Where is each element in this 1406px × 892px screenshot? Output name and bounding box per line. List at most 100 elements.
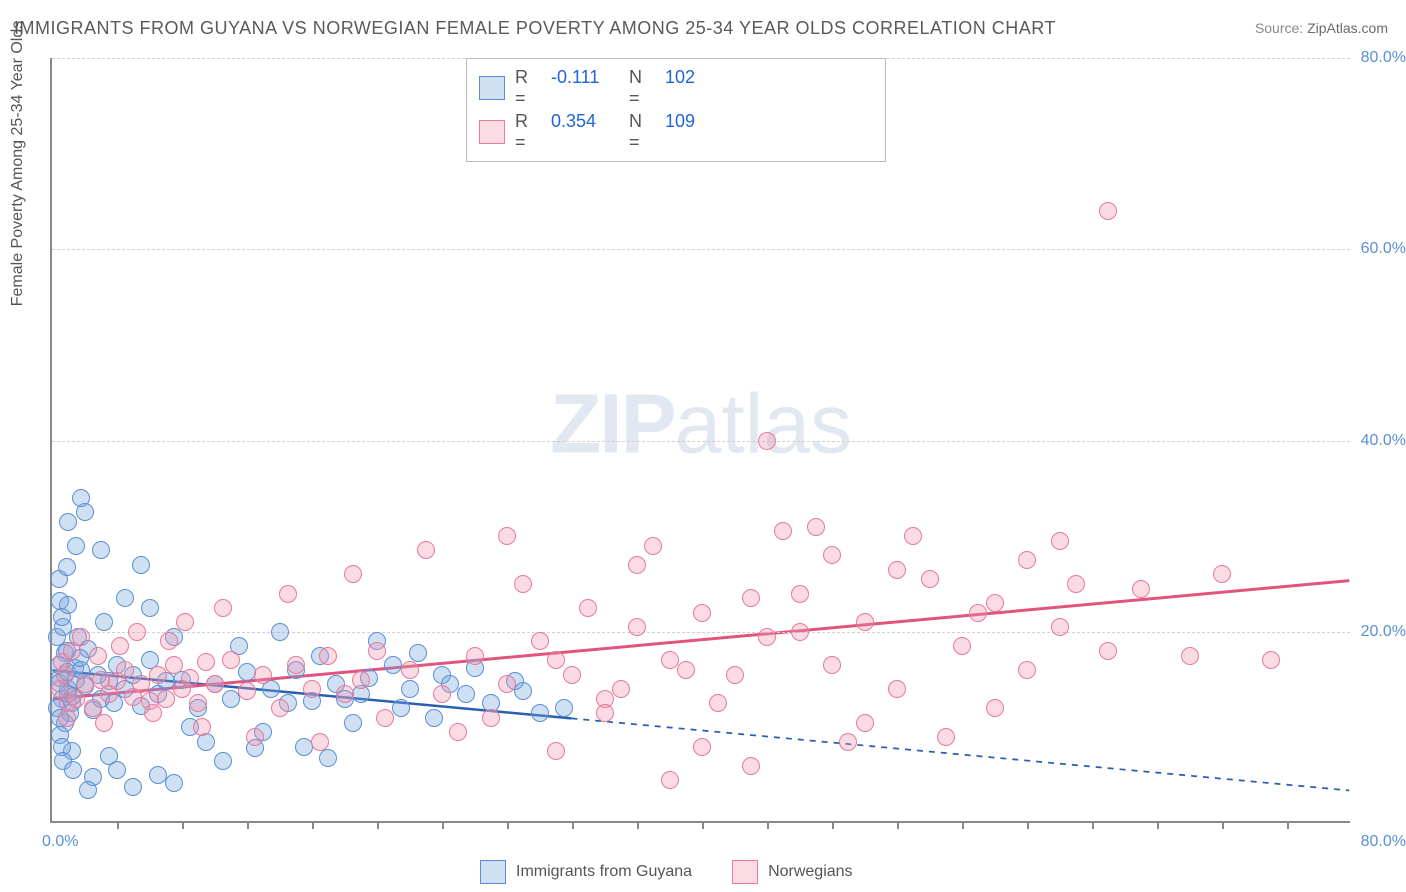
data-point xyxy=(132,556,150,574)
data-point xyxy=(823,546,841,564)
x-tick xyxy=(1157,821,1159,829)
data-point xyxy=(311,733,329,751)
data-point xyxy=(791,585,809,603)
data-point xyxy=(856,613,874,631)
r-stat-0: R =-0.111 xyxy=(515,67,619,109)
data-point xyxy=(1018,551,1036,569)
data-point xyxy=(514,575,532,593)
data-point xyxy=(336,685,354,703)
data-point xyxy=(401,661,419,679)
data-point xyxy=(547,651,565,669)
data-point xyxy=(64,761,82,779)
plot-area: ZIPatlas 0.0% 80.0% 20.0%40.0%60.0%80.0% xyxy=(50,58,1350,823)
data-point xyxy=(124,778,142,796)
data-point xyxy=(89,647,107,665)
x-tick xyxy=(572,821,574,829)
data-point xyxy=(1099,202,1117,220)
data-point xyxy=(514,682,532,700)
data-point xyxy=(726,666,744,684)
data-point xyxy=(111,637,129,655)
x-tick xyxy=(117,821,119,829)
source-link[interactable]: ZipAtlas.com xyxy=(1307,20,1388,36)
data-point xyxy=(392,699,410,717)
x-tick-min: 0.0% xyxy=(42,833,78,851)
data-point xyxy=(116,589,134,607)
x-tick xyxy=(637,821,639,829)
y-axis-label: Female Poverty Among 25-34 Year Olds xyxy=(9,21,27,307)
x-tick xyxy=(312,821,314,829)
x-tick-max: 80.0% xyxy=(1361,833,1406,851)
n-stat-0: N =102 xyxy=(629,67,733,109)
x-tick xyxy=(442,821,444,829)
data-point xyxy=(72,628,90,646)
data-point xyxy=(921,570,939,588)
data-point xyxy=(222,651,240,669)
data-point xyxy=(904,527,922,545)
r-stat-1: R =0.354 xyxy=(515,111,619,153)
legend-item-1: Norwegians xyxy=(732,860,852,884)
y-tick-label: 20.0% xyxy=(1361,623,1406,641)
data-point xyxy=(661,771,679,789)
data-point xyxy=(986,594,1004,612)
data-point xyxy=(1099,642,1117,660)
data-point xyxy=(376,709,394,727)
data-point xyxy=(693,604,711,622)
data-point xyxy=(742,589,760,607)
data-point xyxy=(157,690,175,708)
data-point xyxy=(319,749,337,767)
watermark: ZIPatlas xyxy=(550,376,852,473)
data-point xyxy=(238,663,256,681)
x-tick xyxy=(247,821,249,829)
data-point xyxy=(214,599,232,617)
x-tick xyxy=(182,821,184,829)
data-point xyxy=(319,647,337,665)
y-tick-label: 60.0% xyxy=(1361,240,1406,258)
x-tick xyxy=(1222,821,1224,829)
data-point xyxy=(344,565,362,583)
data-point xyxy=(531,632,549,650)
data-point xyxy=(144,704,162,722)
data-point xyxy=(95,613,113,631)
data-point xyxy=(742,757,760,775)
data-point xyxy=(193,718,211,736)
data-point xyxy=(160,632,178,650)
x-tick xyxy=(1092,821,1094,829)
chart-title: IMMIGRANTS FROM GUYANA VS NORWEGIAN FEMA… xyxy=(14,18,1056,39)
data-point xyxy=(937,728,955,746)
data-point xyxy=(1132,580,1150,598)
data-point xyxy=(344,714,362,732)
data-point xyxy=(433,685,451,703)
data-point xyxy=(92,541,110,559)
swatch-series-1 xyxy=(479,120,505,144)
data-point xyxy=(856,714,874,732)
data-point xyxy=(59,596,77,614)
y-tick-label: 80.0% xyxy=(1361,49,1406,67)
x-tick xyxy=(507,821,509,829)
data-point xyxy=(189,694,207,712)
legend-label-0: Immigrants from Guyana xyxy=(516,863,692,881)
watermark-light: atlas xyxy=(675,377,852,471)
data-point xyxy=(1051,618,1069,636)
x-tick xyxy=(1287,821,1289,829)
x-tick xyxy=(897,821,899,829)
data-point xyxy=(661,651,679,669)
data-point xyxy=(709,694,727,712)
stats-row-0: R =-0.111 N =102 xyxy=(479,67,873,109)
data-point xyxy=(254,666,272,684)
data-point xyxy=(108,761,126,779)
data-point xyxy=(644,537,662,555)
data-point xyxy=(677,661,695,679)
data-point xyxy=(1181,647,1199,665)
data-point xyxy=(693,738,711,756)
data-point xyxy=(58,558,76,576)
data-point xyxy=(141,599,159,617)
legend-label-1: Norwegians xyxy=(768,863,852,881)
data-point xyxy=(563,666,581,684)
data-point xyxy=(531,704,549,722)
data-point xyxy=(352,671,370,689)
data-point xyxy=(425,709,443,727)
x-tick xyxy=(1027,821,1029,829)
data-point xyxy=(547,742,565,760)
gridline xyxy=(52,249,1350,250)
source-attribution: Source: ZipAtlas.com xyxy=(1255,20,1388,36)
